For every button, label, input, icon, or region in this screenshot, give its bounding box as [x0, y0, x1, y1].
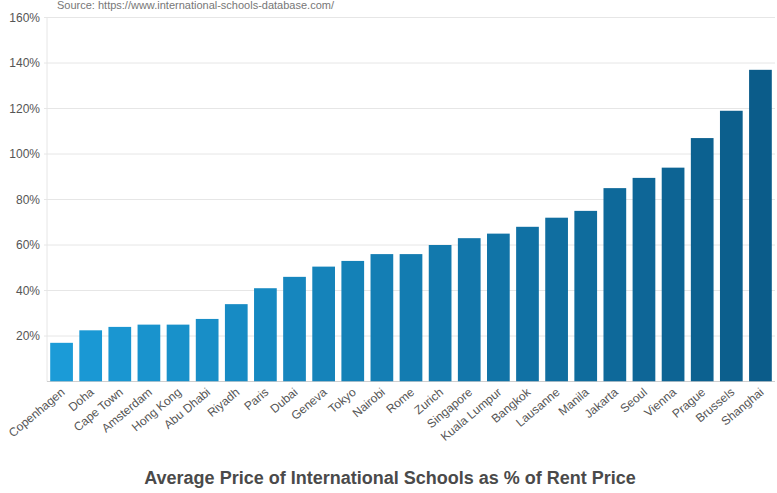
grid-line: [44, 63, 775, 64]
bar: [283, 277, 306, 382]
bar: [79, 330, 102, 381]
grid-line: [44, 17, 775, 18]
bar: [487, 234, 510, 382]
bar: [720, 111, 743, 382]
x-tick-label: Paris: [241, 385, 271, 413]
bar: [633, 178, 656, 382]
bar: [50, 343, 73, 382]
bar: [662, 168, 685, 382]
x-tick-label: Riyadh: [205, 385, 243, 420]
bar: [254, 288, 277, 381]
bar: [312, 267, 335, 382]
bar: [138, 325, 161, 382]
bar: [603, 188, 626, 381]
bar: [749, 70, 772, 382]
bar: [429, 245, 452, 382]
y-tick-label: 140%: [9, 56, 40, 70]
y-tick-label: 120%: [9, 102, 40, 116]
y-tick-label: 100%: [9, 147, 40, 161]
grid-line: [44, 154, 775, 155]
y-tick-label: 60%: [16, 238, 40, 252]
bar: [196, 319, 219, 382]
x-tick-label: Copenhagen: [6, 385, 68, 440]
bar: [516, 227, 539, 382]
chart: 20%40%60%80%100%120%140%160%CopenhagenDo…: [0, 0, 777, 493]
bar: [167, 325, 190, 382]
x-tick-label: Jakarta: [582, 385, 621, 421]
bar: [458, 238, 481, 381]
grid-line: [44, 108, 775, 109]
x-tick-label: Nairobi: [350, 385, 388, 420]
x-tick-label: Rome: [383, 385, 417, 417]
bars: [50, 70, 772, 382]
x-tick-label: Geneva: [288, 385, 329, 423]
bar: [371, 254, 394, 381]
source: Source: https://www.international-school…: [57, 0, 335, 11]
y-tick-label: 20%: [16, 329, 40, 343]
bar: [574, 211, 597, 382]
bar: [691, 138, 714, 381]
bar: [108, 327, 131, 382]
bar: [225, 304, 248, 381]
y-tick-label: 40%: [16, 284, 40, 298]
bar: [545, 218, 568, 382]
bar: [341, 261, 364, 382]
bar: [400, 254, 423, 381]
y-tick-label: 80%: [16, 193, 40, 207]
x-tick-label: Shanghai: [719, 385, 767, 428]
y-axis-line: [47, 18, 48, 382]
title: Average Price of International Schools a…: [144, 468, 635, 488]
y-tick-label: 160%: [9, 11, 40, 25]
